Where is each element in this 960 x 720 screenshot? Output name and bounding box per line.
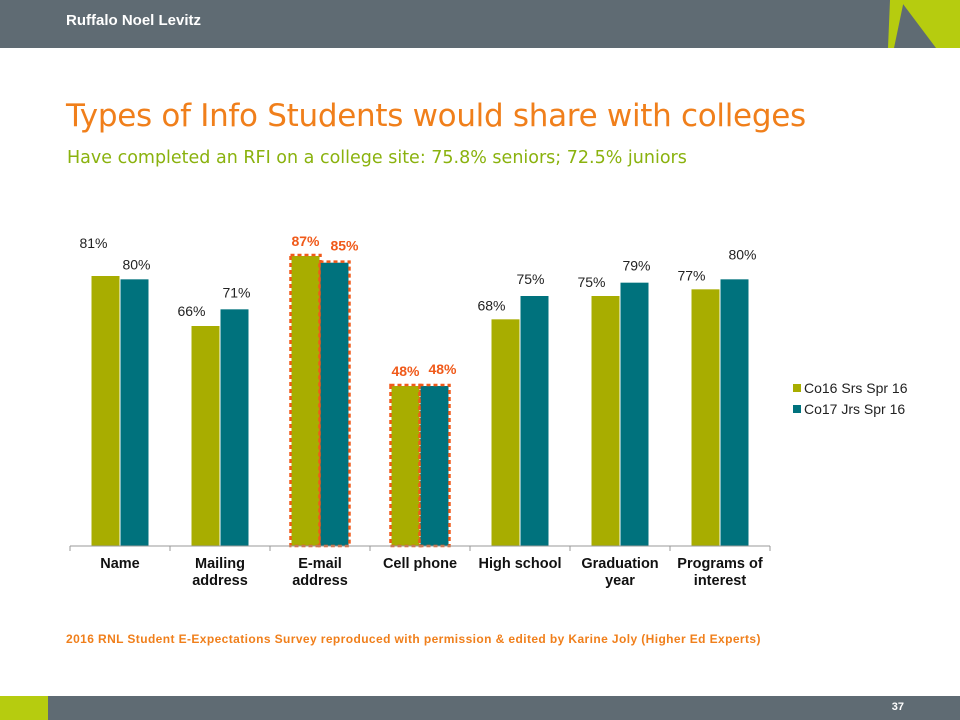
bar-seniors — [391, 386, 420, 546]
legend-swatch — [793, 384, 801, 392]
data-label: 71% — [222, 284, 250, 300]
data-label: 87% — [291, 233, 320, 249]
category-label: interest — [694, 573, 747, 589]
footer-bar: 37 — [0, 696, 960, 720]
brand-name: Ruffalo Noel Levitz — [66, 12, 202, 29]
category-label: E-mail — [298, 556, 342, 572]
category-label: year — [605, 573, 635, 589]
category-label: address — [292, 573, 348, 589]
data-label: 68% — [477, 297, 505, 313]
slide-title: Types of Info Students would share with … — [66, 98, 806, 134]
bar-juniors — [320, 262, 349, 546]
bar-seniors — [591, 296, 620, 546]
page-number: 37 — [891, 701, 904, 713]
bar-juniors — [520, 296, 549, 546]
category-label: Cell phone — [383, 556, 457, 572]
data-label: 75% — [516, 271, 544, 287]
data-label: 66% — [177, 303, 205, 319]
bar-juniors — [720, 279, 749, 546]
legend-label: Co17 Jrs Spr 16 — [804, 401, 905, 417]
bar-seniors — [691, 289, 720, 546]
category-label: High school — [479, 556, 562, 572]
data-label: 80% — [728, 246, 756, 262]
bar-juniors — [120, 279, 149, 546]
bar-seniors — [291, 256, 320, 546]
brand-accent-graphic — [888, 0, 960, 48]
slide-subtitle: Have completed an RFI on a college site:… — [67, 148, 687, 168]
bar-juniors — [620, 282, 649, 546]
data-label: 48% — [391, 363, 420, 379]
data-label: 77% — [677, 267, 705, 283]
data-label: 75% — [577, 274, 605, 290]
category-label: address — [192, 573, 248, 589]
footer-accent — [0, 696, 48, 720]
data-label: 85% — [330, 238, 359, 254]
category-label: Name — [100, 556, 140, 572]
data-label: 48% — [428, 361, 457, 377]
category-label: Programs of — [677, 556, 763, 572]
legend-label: Co16 Srs Spr 16 — [804, 380, 908, 396]
bar-seniors — [191, 326, 220, 546]
legend-swatch — [793, 405, 801, 413]
category-label: Graduation — [581, 556, 658, 572]
data-label: 80% — [122, 256, 150, 272]
data-label: 81% — [79, 235, 107, 251]
bar-juniors — [220, 309, 249, 546]
bar-seniors — [491, 319, 520, 546]
data-label: 79% — [622, 258, 650, 274]
source-note: 2016 RNL Student E-Expectations Survey r… — [66, 632, 761, 646]
category-label: Mailing — [195, 556, 245, 572]
bar-juniors — [420, 386, 449, 546]
header-bar: Ruffalo Noel Levitz — [0, 0, 960, 48]
bar-seniors — [91, 276, 120, 546]
